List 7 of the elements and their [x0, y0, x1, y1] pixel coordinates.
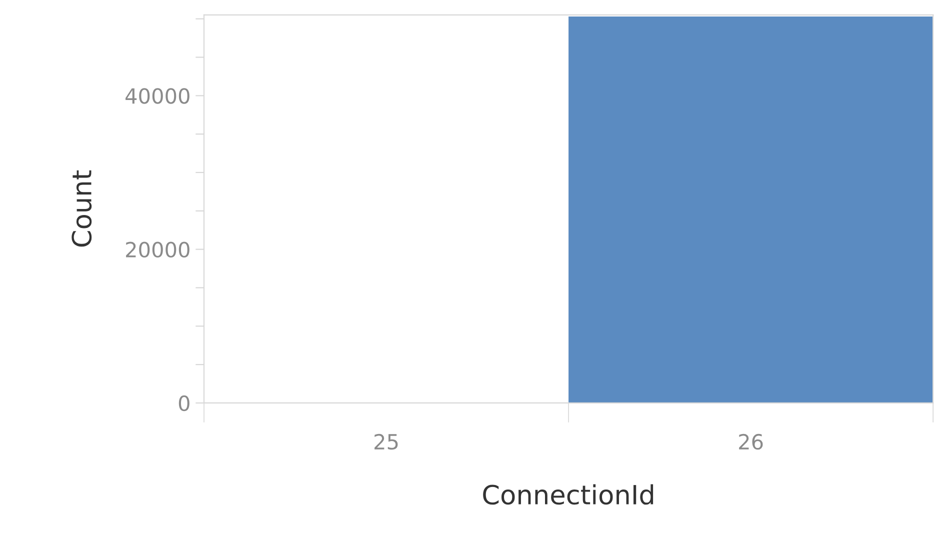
- y-axis-title: Count: [72, 170, 92, 247]
- y-tick-label: 40000: [126, 88, 190, 104]
- y-tick-label: 0: [178, 395, 190, 412]
- y-tick-label: 20000: [126, 242, 190, 258]
- x-tick-label: 25: [374, 434, 398, 450]
- x-axis-title: ConnectionId: [483, 484, 654, 505]
- x-tick-label: 26: [739, 434, 763, 450]
